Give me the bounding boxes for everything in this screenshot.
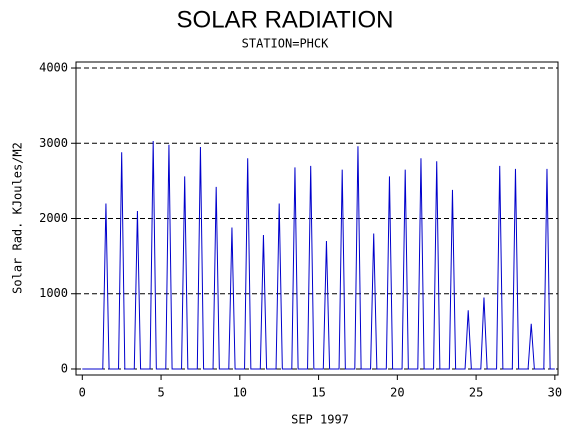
x-tick-label: 30 (548, 386, 562, 400)
chart-title: SOLAR RADIATION (177, 6, 394, 33)
x-tick-label: 10 (233, 386, 247, 400)
x-tick-label: 20 (390, 386, 404, 400)
y-tick-label: 3000 (39, 136, 68, 150)
data-line (82, 140, 555, 370)
y-axis-label: Solar Rad. KJoules/M2 (11, 142, 25, 294)
x-tick-label: 5 (157, 386, 164, 400)
y-tick-label: 4000 (39, 61, 68, 75)
x-tick-label: 0 (79, 386, 86, 400)
chart-subtitle: STATION=PHCK (242, 37, 329, 51)
y-tick-label: 0 (61, 361, 68, 375)
x-axis-label: SEP 1997 (291, 413, 349, 427)
y-tick-label: 2000 (39, 211, 68, 225)
x-tick-label: 15 (311, 386, 325, 400)
x-tick-label: 25 (469, 386, 483, 400)
y-tick-label: 1000 (39, 286, 68, 300)
